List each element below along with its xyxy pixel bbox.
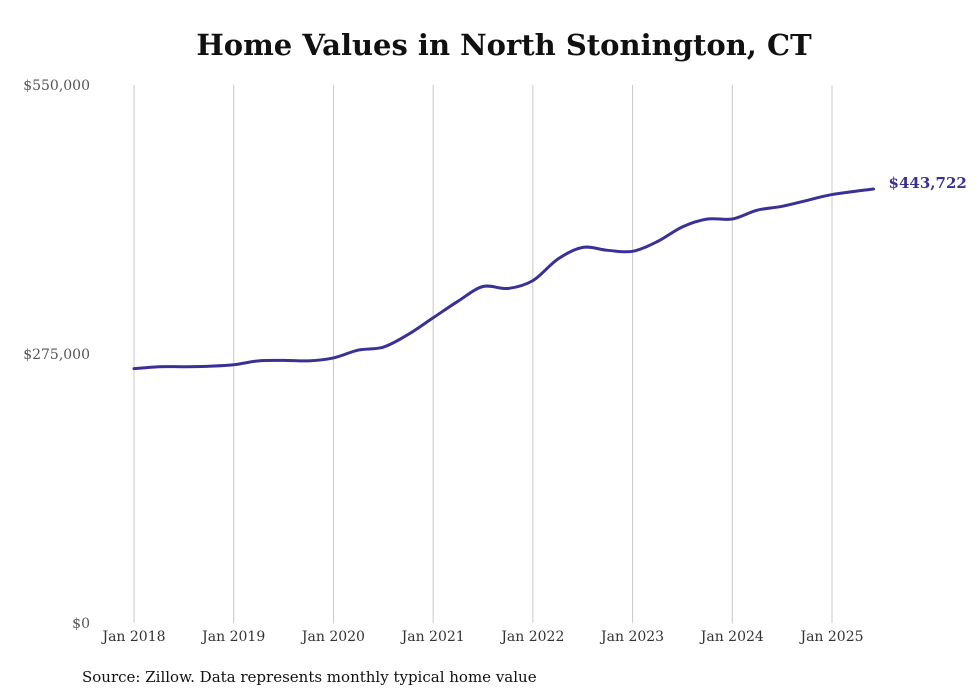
y-tick-label: $550,000 bbox=[23, 78, 90, 94]
end-value-label: $443,722 bbox=[889, 174, 967, 192]
x-tick-label: Jan 2022 bbox=[499, 629, 564, 645]
x-tick-label: Jan 2018 bbox=[100, 629, 165, 645]
chart-title: Home Values in North Stonington, CT bbox=[196, 28, 812, 62]
y-tick-label: $0 bbox=[72, 616, 90, 632]
x-tick-label: Jan 2020 bbox=[300, 629, 365, 645]
x-tick-label: Jan 2021 bbox=[400, 629, 465, 645]
x-tick-label: Jan 2023 bbox=[599, 629, 664, 645]
source-note: Source: Zillow. Data represents monthly … bbox=[82, 668, 537, 686]
x-tick-label: Jan 2024 bbox=[699, 629, 764, 645]
series-line bbox=[132, 187, 876, 371]
y-tick-label: $275,000 bbox=[23, 347, 90, 363]
x-tick-label: Jan 2025 bbox=[798, 629, 863, 645]
x-tick-label: Jan 2019 bbox=[200, 629, 265, 645]
